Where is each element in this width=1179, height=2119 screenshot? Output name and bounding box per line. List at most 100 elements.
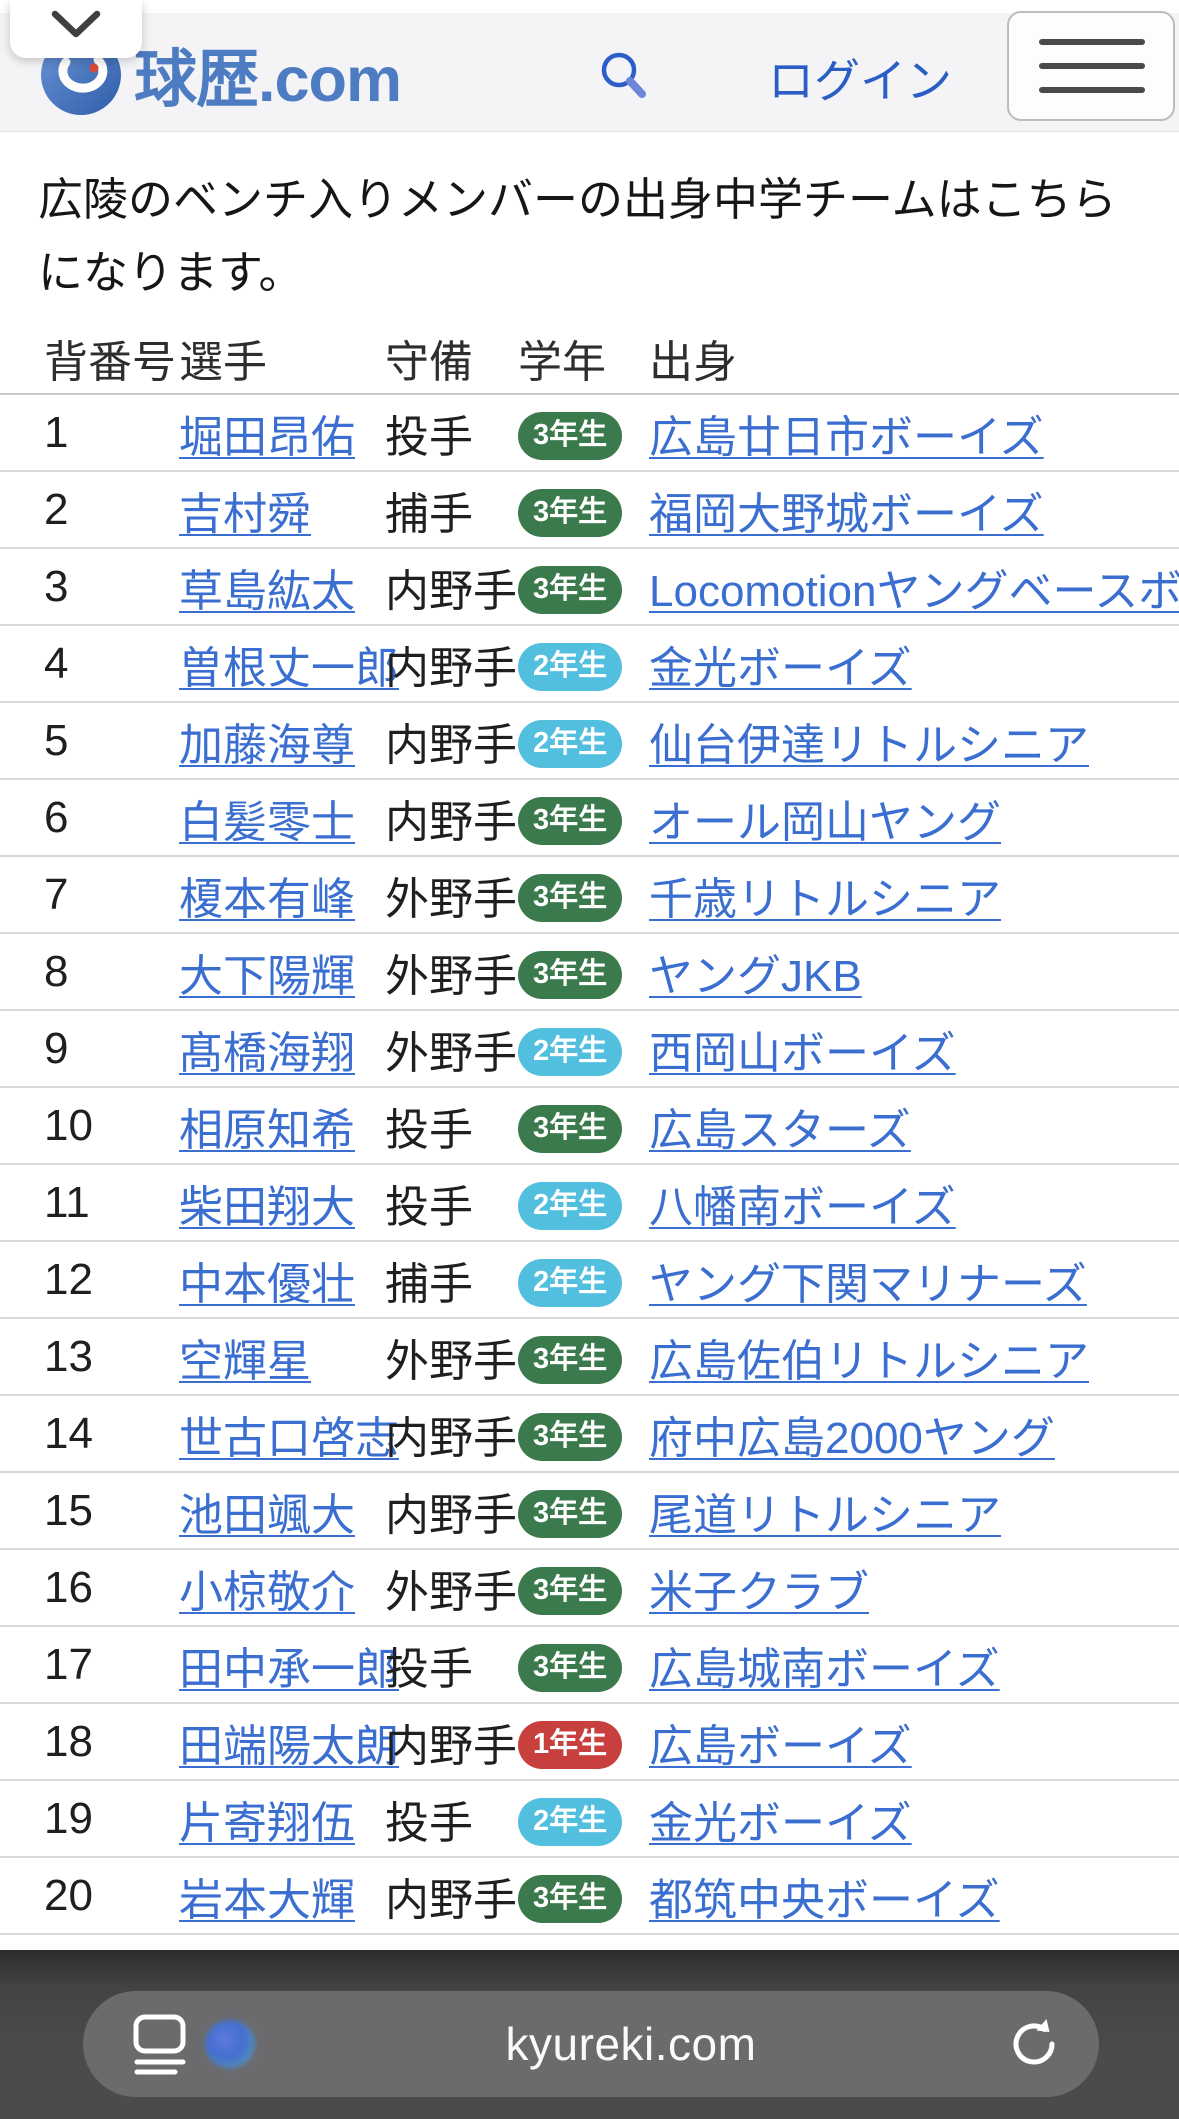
player-position: 外野手 bbox=[385, 1010, 518, 1088]
player-name-link[interactable]: 榎本有峰 bbox=[179, 874, 355, 924]
player-name-link[interactable]: 大下陽輝 bbox=[179, 951, 355, 1001]
player-number: 20 bbox=[0, 1857, 179, 1935]
player-origin-link[interactable]: 広島佐伯リトルシニア bbox=[649, 1336, 1089, 1386]
login-link[interactable]: ログイン bbox=[768, 55, 952, 107]
player-origin-link[interactable]: 金光ボーイズ bbox=[649, 643, 912, 693]
chevron-down-icon bbox=[51, 10, 101, 38]
player-origin-link[interactable]: 福岡大野城ボーイズ bbox=[649, 489, 1044, 539]
player-origin-link[interactable]: 西岡山ボーイズ bbox=[649, 1028, 956, 1078]
grade-badge: 2年生 bbox=[518, 1182, 623, 1230]
player-name-link[interactable]: 髙橋海翔 bbox=[179, 1028, 355, 1078]
player-number: 11 bbox=[0, 1164, 179, 1242]
player-position: 外野手 bbox=[385, 1549, 518, 1627]
player-origin-link[interactable]: 尾道リトルシニア bbox=[649, 1490, 1001, 1540]
player-name-link[interactable]: 片寄翔伍 bbox=[179, 1798, 355, 1848]
hamburger-menu-button[interactable] bbox=[1007, 11, 1175, 121]
grade-badge: 3年生 bbox=[518, 566, 623, 614]
table-row: 7 榎本有峰 外野手 3年生 千歳リトルシニア bbox=[0, 856, 1179, 934]
player-number: 6 bbox=[0, 779, 179, 857]
table-row: 2 吉村舜 捕手 3年生 福岡大野城ボーイズ bbox=[0, 471, 1179, 549]
grade-badge: 2年生 bbox=[518, 720, 623, 768]
player-origin-link[interactable]: 広島ボーイズ bbox=[649, 1721, 912, 1771]
player-name-link[interactable]: 空輝星 bbox=[179, 1336, 311, 1386]
player-number: 10 bbox=[0, 1087, 179, 1165]
table-row: 12 中本優壮 捕手 2年生 ヤング下関マリナーズ bbox=[0, 1241, 1179, 1319]
url-text[interactable]: kyureki.com bbox=[505, 2018, 757, 2070]
player-origin-link[interactable]: ヤングJKB bbox=[649, 951, 862, 1001]
player-position: 内野手 bbox=[385, 1395, 518, 1473]
player-origin-link[interactable]: 広島スターズ bbox=[649, 1105, 911, 1155]
player-position: 内野手 bbox=[385, 702, 518, 780]
player-name-link[interactable]: 曽根丈一郎 bbox=[179, 643, 399, 693]
player-name-link[interactable]: 田端陽太朗 bbox=[179, 1721, 399, 1771]
col-header-position: 守備 bbox=[385, 323, 518, 395]
player-number: 16 bbox=[0, 1549, 179, 1627]
player-name-link[interactable]: 中本優壮 bbox=[179, 1259, 355, 1309]
grade-badge: 2年生 bbox=[518, 1798, 623, 1846]
player-origin-link[interactable]: 都筑中央ボーイズ bbox=[649, 1875, 1000, 1925]
grade-badge: 3年生 bbox=[518, 1413, 623, 1461]
player-origin-link[interactable]: 八幡南ボーイズ bbox=[649, 1182, 956, 1232]
player-origin-link[interactable]: 千歳リトルシニア bbox=[649, 874, 1001, 924]
player-number: 12 bbox=[0, 1241, 179, 1319]
table-row: 5 加藤海尊 内野手 2年生 仙台伊達リトルシニア bbox=[0, 702, 1179, 780]
table-row: 11 柴田翔大 投手 2年生 八幡南ボーイズ bbox=[0, 1164, 1179, 1242]
player-origin-link[interactable]: 府中広島2000ヤング bbox=[649, 1413, 1055, 1463]
table-row: 19 片寄翔伍 投手 2年生 金光ボーイズ bbox=[0, 1780, 1179, 1858]
grade-badge: 3年生 bbox=[518, 1644, 623, 1692]
roster-table: 背番号 選手 守備 学年 出身 1 堀田昂佑 投手 3年生 広島廿日市ボーイズ … bbox=[0, 323, 1179, 1935]
player-position: 内野手 bbox=[385, 1857, 518, 1935]
browser-toolbar: kyureki.com bbox=[0, 1950, 1179, 2119]
player-name-link[interactable]: 田中承一郎 bbox=[179, 1644, 399, 1694]
player-name-link[interactable]: 堀田昂佑 bbox=[179, 412, 355, 462]
grade-badge: 3年生 bbox=[518, 874, 623, 922]
site-favicon-icon[interactable] bbox=[205, 2020, 255, 2068]
player-position: 投手 bbox=[385, 1164, 518, 1242]
table-row: 3 草島紘太 内野手 3年生 Locomotionヤングベースボール bbox=[0, 548, 1179, 626]
player-origin-link[interactable]: 広島廿日市ボーイズ bbox=[649, 412, 1044, 462]
grade-badge: 3年生 bbox=[518, 1567, 623, 1615]
player-number: 18 bbox=[0, 1703, 179, 1781]
table-row: 14 世古口啓志 内野手 3年生 府中広島2000ヤング bbox=[0, 1395, 1179, 1473]
player-position: 外野手 bbox=[385, 856, 518, 934]
player-position: 内野手 bbox=[385, 548, 518, 626]
table-row: 6 白髪零士 内野手 3年生 オール岡山ヤング bbox=[0, 779, 1179, 857]
player-name-link[interactable]: 草島紘太 bbox=[179, 566, 355, 616]
player-name-link[interactable]: 白髪零士 bbox=[179, 797, 355, 847]
player-name-link[interactable]: 加藤海尊 bbox=[179, 720, 355, 770]
table-header-row: 背番号 選手 守備 学年 出身 bbox=[0, 323, 1179, 395]
reader-page-icon[interactable] bbox=[133, 2013, 187, 2075]
player-position: 外野手 bbox=[385, 1318, 518, 1396]
player-origin-link[interactable]: オール岡山ヤング bbox=[649, 797, 1001, 847]
search-icon[interactable] bbox=[598, 49, 650, 101]
player-name-link[interactable]: 池田颯大 bbox=[179, 1490, 355, 1540]
player-position: 投手 bbox=[385, 394, 518, 472]
url-bar[interactable]: kyureki.com bbox=[83, 1991, 1099, 2097]
grade-badge: 3年生 bbox=[518, 1105, 623, 1153]
player-name-link[interactable]: 相原知希 bbox=[179, 1105, 355, 1155]
player-origin-link[interactable]: ヤング下関マリナーズ bbox=[649, 1259, 1087, 1309]
player-name-link[interactable]: 岩本大輝 bbox=[179, 1875, 355, 1925]
player-name-link[interactable]: 小椋敬介 bbox=[179, 1567, 355, 1617]
grade-badge: 2年生 bbox=[518, 643, 623, 691]
table-row: 20 岩本大輝 内野手 3年生 都筑中央ボーイズ bbox=[0, 1857, 1179, 1935]
banner-collapse-button[interactable] bbox=[10, 0, 142, 58]
player-origin-link[interactable]: 仙台伊達リトルシニア bbox=[649, 720, 1089, 770]
player-name-link[interactable]: 吉村舜 bbox=[179, 489, 311, 539]
player-position: 投手 bbox=[385, 1780, 518, 1858]
player-number: 7 bbox=[0, 856, 179, 934]
player-name-link[interactable]: 柴田翔大 bbox=[179, 1182, 355, 1232]
player-origin-link[interactable]: Locomotionヤングベースボール bbox=[649, 566, 1179, 616]
grade-badge: 3年生 bbox=[518, 1336, 623, 1384]
players-tbody: 1 堀田昂佑 投手 3年生 広島廿日市ボーイズ 2 吉村舜 捕手 3年生 福岡大… bbox=[0, 394, 1179, 1935]
player-position: 捕手 bbox=[385, 1241, 518, 1319]
player-position: 内野手 bbox=[385, 1472, 518, 1550]
player-origin-link[interactable]: 金光ボーイズ bbox=[649, 1798, 912, 1848]
reload-icon[interactable] bbox=[1007, 2017, 1061, 2071]
player-origin-link[interactable]: 広島城南ボーイズ bbox=[649, 1644, 1000, 1694]
player-name-link[interactable]: 世古口啓志 bbox=[179, 1413, 399, 1463]
player-origin-link[interactable]: 米子クラブ bbox=[649, 1567, 869, 1617]
table-row: 16 小椋敬介 外野手 3年生 米子クラブ bbox=[0, 1549, 1179, 1627]
player-number: 14 bbox=[0, 1395, 179, 1473]
